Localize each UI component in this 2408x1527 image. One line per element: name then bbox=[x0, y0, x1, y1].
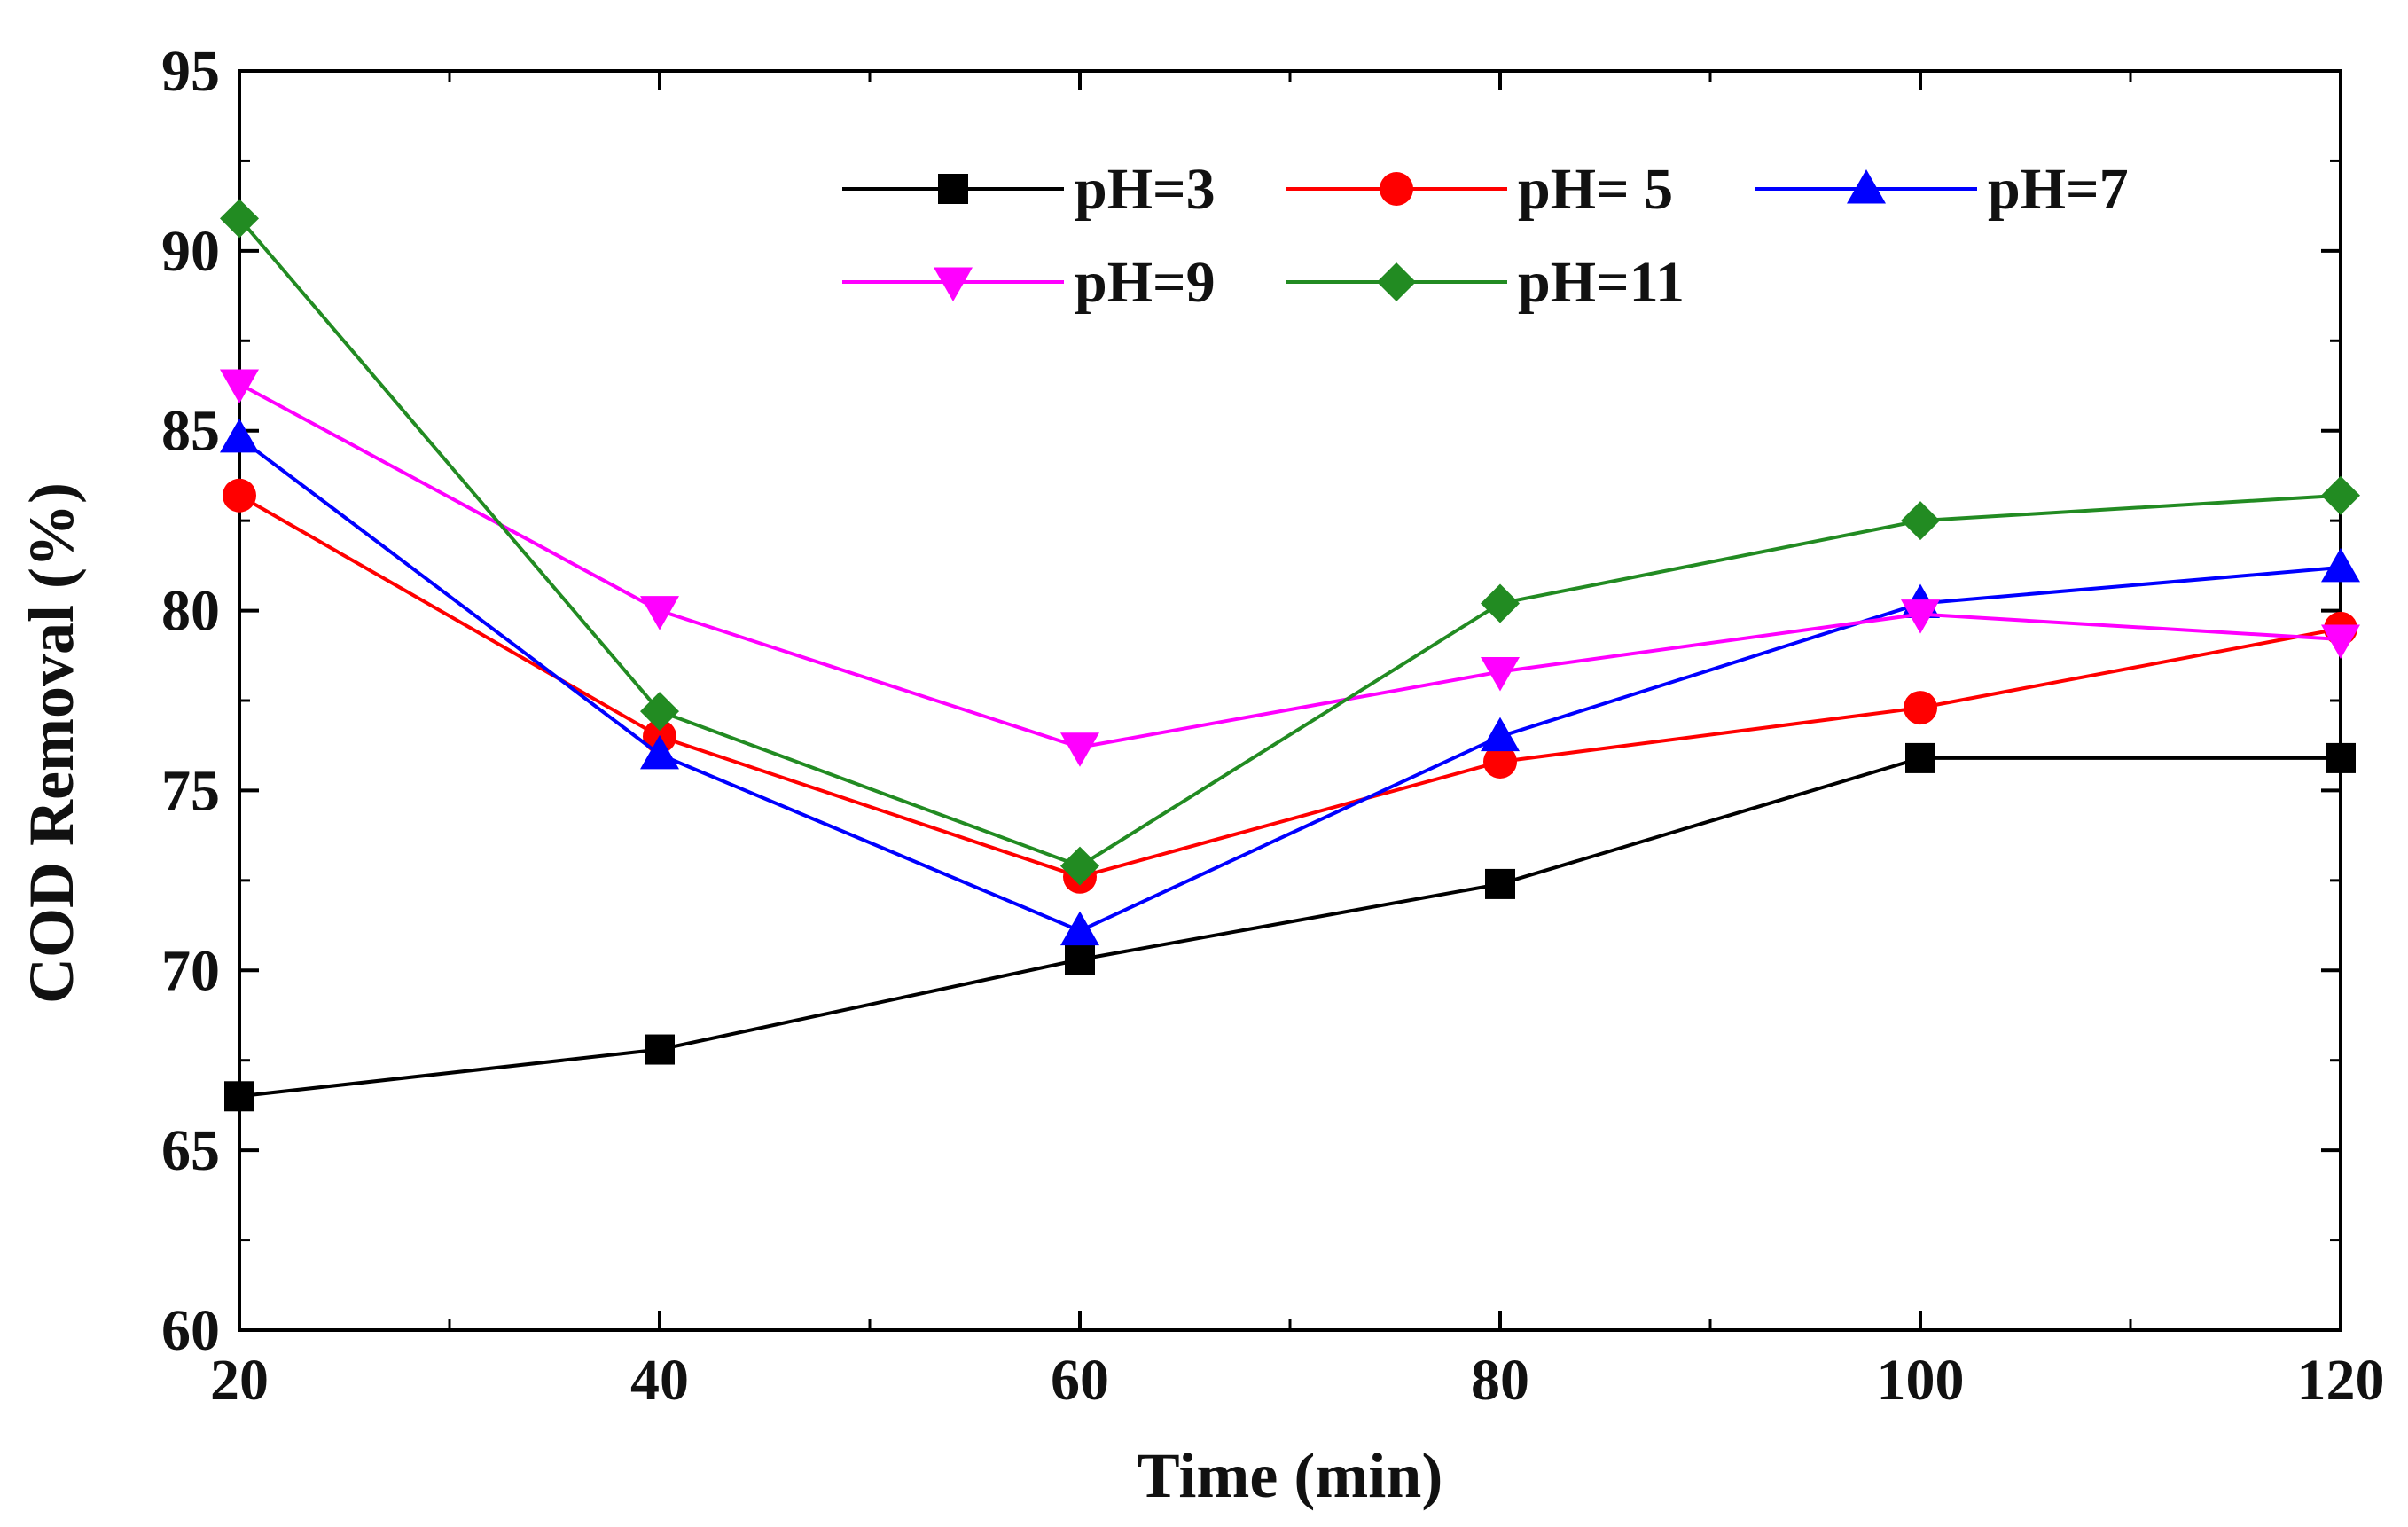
legend-item-2: pH=7 bbox=[1755, 157, 2129, 222]
data-point bbox=[2321, 547, 2360, 583]
x-tick-label: 60 bbox=[1051, 1348, 1109, 1413]
y-tick-label: 65 bbox=[161, 1118, 220, 1183]
legend-marker bbox=[1847, 169, 1886, 204]
data-point bbox=[1483, 744, 1517, 779]
legend-item-1: pH= 5 bbox=[1286, 157, 1673, 222]
series-line bbox=[238, 382, 2342, 749]
legend-marker bbox=[1377, 262, 1416, 301]
data-point bbox=[640, 596, 679, 630]
data-point bbox=[220, 369, 259, 403]
series-line bbox=[238, 217, 2342, 868]
data-point bbox=[224, 1081, 254, 1112]
data-point bbox=[1060, 911, 1099, 946]
legend-label: pH=3 bbox=[1075, 157, 1216, 222]
y-tick-label: 75 bbox=[161, 758, 220, 823]
legend-label: pH=7 bbox=[1988, 157, 2129, 222]
series-layer bbox=[220, 199, 2360, 1112]
y-tick-label: 85 bbox=[161, 399, 220, 464]
series-4 bbox=[220, 199, 2360, 886]
data-point bbox=[1060, 846, 1099, 886]
data-point bbox=[2321, 475, 2360, 515]
x-tick-label: 80 bbox=[1471, 1348, 1529, 1413]
legend-marker bbox=[938, 174, 968, 204]
legend-label: pH= 5 bbox=[1518, 157, 1673, 222]
legend-marker bbox=[1380, 172, 1413, 206]
series-line bbox=[238, 436, 2342, 933]
y-tick-label: 60 bbox=[161, 1298, 220, 1363]
data-point bbox=[220, 199, 259, 239]
data-point bbox=[1060, 732, 1099, 767]
data-point bbox=[1901, 501, 1940, 541]
x-tick-label: 100 bbox=[1877, 1348, 1965, 1413]
y-tick-label: 70 bbox=[161, 938, 220, 1003]
y-axis: 60 65 70 75 80 85 90 95 bbox=[161, 39, 2341, 1363]
data-point bbox=[1481, 583, 1520, 623]
series-2 bbox=[220, 418, 2360, 946]
x-axis: 20 40 60 80 100 120 bbox=[210, 71, 2385, 1413]
data-point bbox=[645, 1034, 675, 1065]
legend: pH=3 pH= 5 pH=7 pH=9 pH=11 bbox=[842, 157, 2129, 315]
x-tick-label: 40 bbox=[630, 1348, 689, 1413]
data-point bbox=[2321, 624, 2360, 660]
x-tick-label: 20 bbox=[210, 1348, 269, 1413]
data-point bbox=[1485, 868, 1515, 899]
legend-item-4: pH=11 bbox=[1286, 250, 1685, 315]
legend-label: pH=9 bbox=[1075, 250, 1216, 315]
data-point bbox=[1481, 717, 1520, 752]
legend-label: pH=11 bbox=[1518, 250, 1685, 315]
data-point bbox=[1901, 599, 1940, 634]
series-line bbox=[238, 756, 2341, 1099]
data-point bbox=[1905, 742, 1935, 773]
data-point bbox=[2326, 742, 2356, 773]
data-point bbox=[1481, 657, 1520, 692]
series-0 bbox=[224, 742, 2356, 1112]
data-point bbox=[1904, 691, 1937, 725]
series-line bbox=[238, 494, 2342, 879]
x-tick-label: 120 bbox=[2297, 1348, 2385, 1413]
y-axis-title: COD Removal (%) bbox=[16, 482, 87, 1004]
data-point bbox=[640, 734, 679, 770]
data-point bbox=[1065, 944, 1095, 975]
legend-item-0: pH=3 bbox=[842, 157, 1216, 222]
data-point bbox=[640, 692, 679, 732]
legend-item-3: pH=9 bbox=[842, 250, 1216, 315]
y-tick-label: 80 bbox=[161, 579, 220, 644]
y-tick-label: 90 bbox=[161, 219, 220, 284]
y-tick-label: 95 bbox=[161, 39, 220, 104]
x-axis-title: Time (min) bbox=[1138, 1440, 1443, 1511]
data-point bbox=[220, 418, 259, 453]
series-3 bbox=[220, 369, 2360, 767]
data-point bbox=[223, 478, 256, 513]
legend-marker bbox=[934, 267, 973, 301]
